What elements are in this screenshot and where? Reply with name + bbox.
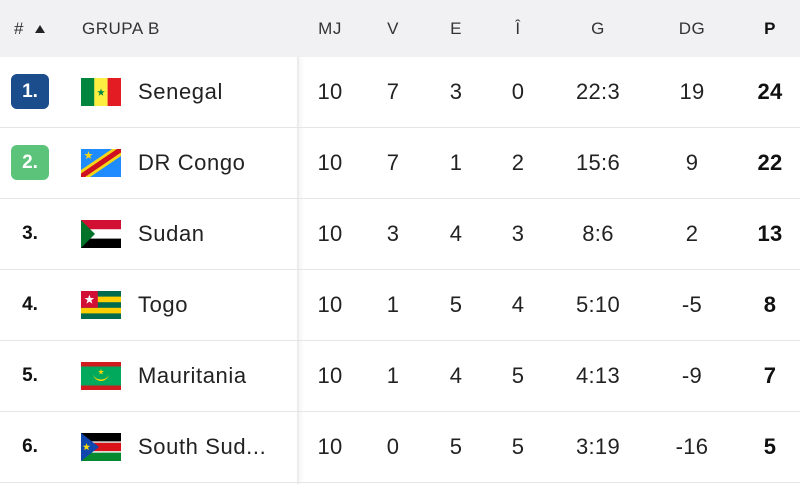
rank-badge: 5. — [22, 365, 38, 386]
stat-cell: -5 — [681, 292, 703, 317]
points: 22 — [757, 150, 783, 175]
rank-header[interactable]: # — [14, 19, 24, 38]
team-flag — [81, 291, 121, 319]
table-row[interactable]: 4. Togo 10 1 5 4 5:10 -5 8 — [0, 270, 800, 341]
stat-cell: 3:19 — [575, 434, 621, 459]
stat-cell: 0 — [386, 434, 400, 459]
stat-cell: 4 — [511, 292, 525, 317]
rank-badge: 6. — [22, 436, 38, 457]
stat-cell: 3 — [386, 221, 400, 246]
team-name[interactable]: Togo — [138, 292, 189, 317]
team-name[interactable]: Mauritania — [138, 363, 247, 388]
team-flag — [81, 220, 121, 248]
stat-cell: 7 — [386, 150, 400, 175]
stat-cell: 10 — [317, 434, 343, 459]
points: 7 — [763, 363, 777, 388]
team-name[interactable]: DR Congo — [138, 150, 246, 175]
table-row[interactable]: 1. Senegal 10 7 3 0 22:3 19 24 — [0, 57, 800, 128]
stat-cell: 22:3 — [575, 79, 621, 104]
stat-cell: 1 — [449, 150, 463, 175]
team-name[interactable]: South Sud... — [138, 434, 267, 459]
stat-cell: 5 — [449, 434, 463, 459]
points: 8 — [763, 292, 777, 317]
stat-cell: 3 — [511, 221, 525, 246]
stat-cell: 1 — [386, 363, 400, 388]
stat-cell: 19 — [679, 79, 705, 104]
stat-cell: 7 — [386, 79, 400, 104]
team-name[interactable]: Sudan — [138, 221, 205, 246]
team-name[interactable]: Senegal — [138, 79, 223, 104]
stat-cell: 10 — [317, 150, 343, 175]
stat-cell: 5 — [449, 292, 463, 317]
stat-cell: 15:6 — [575, 150, 621, 175]
group-title: GRUPA B — [82, 19, 160, 38]
rank-badge: 3. — [22, 223, 38, 244]
stat-cell: 10 — [317, 221, 343, 246]
column-header[interactable]: Î — [515, 19, 521, 38]
table-row[interactable]: 5. Mauritania 10 1 4 5 4:13 -9 7 — [0, 341, 800, 412]
sort-arrow[interactable] — [34, 24, 46, 34]
stat-cell: 4 — [449, 363, 463, 388]
stat-cell: 4:13 — [575, 363, 621, 388]
points: 5 — [763, 434, 777, 459]
sticky-divider — [297, 57, 299, 484]
table-header: # GRUPA B MJ V E Î G DG P — [0, 0, 800, 57]
stat-cell: 10 — [317, 292, 343, 317]
team-flag — [81, 78, 121, 106]
stat-cell: 5:10 — [575, 292, 621, 317]
table-row[interactable]: 2. DR Congo 10 7 1 2 15:6 9 22 — [0, 128, 800, 199]
team-flag — [81, 433, 121, 461]
stat-cell: 2 — [685, 221, 699, 246]
column-header[interactable]: G — [591, 19, 605, 38]
stat-cell: 8:6 — [582, 221, 614, 246]
column-header[interactable]: P — [764, 19, 776, 38]
column-header[interactable]: DG — [678, 19, 706, 38]
stat-cell: 10 — [317, 79, 343, 104]
stat-cell: 10 — [317, 363, 343, 388]
table-row[interactable]: 3. Sudan 10 3 4 3 8:6 2 13 — [0, 199, 800, 270]
stat-cell: 9 — [685, 150, 699, 175]
team-flag — [81, 149, 121, 177]
rank-badge: 1. — [11, 74, 49, 109]
stat-cell: 5 — [511, 363, 525, 388]
stat-cell: -9 — [681, 363, 703, 388]
stat-cell: -16 — [675, 434, 709, 459]
column-header[interactable]: V — [387, 19, 399, 38]
points: 13 — [757, 221, 783, 246]
team-flag — [81, 362, 121, 390]
rank-badge: 2. — [11, 145, 49, 180]
stat-cell: 2 — [511, 150, 525, 175]
stat-cell: 3 — [449, 79, 463, 104]
stat-cell: 5 — [511, 434, 525, 459]
stat-cell: 0 — [511, 79, 525, 104]
stat-cell: 4 — [449, 221, 463, 246]
column-header[interactable]: MJ — [318, 19, 342, 38]
rank-badge: 4. — [22, 294, 38, 315]
points: 24 — [757, 79, 783, 104]
table-row[interactable]: 6. South Sud... 10 0 5 5 3:19 -16 5 — [0, 412, 800, 483]
stat-cell: 1 — [386, 292, 400, 317]
column-header[interactable]: E — [450, 19, 462, 38]
